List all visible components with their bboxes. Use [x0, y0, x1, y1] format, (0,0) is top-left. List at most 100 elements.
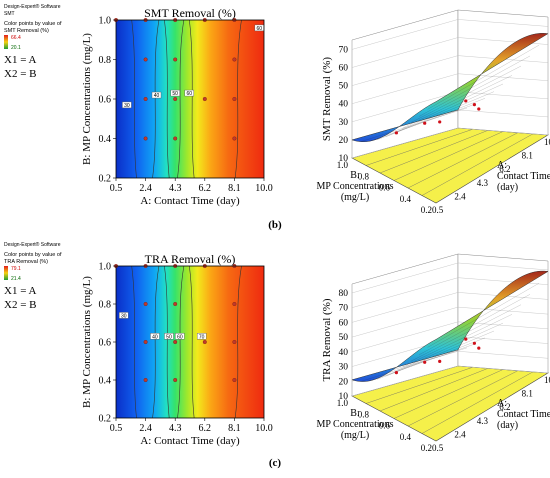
- surface-y-axis-label: (mg/L): [341, 430, 369, 441]
- contour-label-box: [122, 101, 132, 109]
- z-grid-line: [351, 306, 459, 338]
- x-tick-label: 6.2: [199, 183, 212, 194]
- y-tick-label: 1.0: [99, 262, 112, 273]
- contour-label-box: [150, 333, 160, 340]
- z-grid-line: [351, 127, 459, 159]
- contour-line: [234, 265, 242, 419]
- contour-label: 60: [257, 26, 263, 32]
- contour-plot: 30 40 50 60 60 SMT Removal (%) 0.5 2.4 4.3 6.2 8.1…: [81, 6, 273, 207]
- contour-line: [234, 19, 242, 179]
- contour-label: 60: [186, 91, 192, 97]
- legend-title: SMT Removal (%): [4, 28, 49, 34]
- software-note: SMT: [4, 11, 15, 17]
- surface-plot: 10 20 30 40 50 60 70 SMT Removal (%) 0.5 2.4 4.3 6.…: [316, 9, 550, 215]
- surface-mesh-line: [360, 107, 468, 142]
- factor-b-label: X2 = B: [4, 299, 36, 311]
- surface-mesh-line: [427, 283, 540, 348]
- legend-low: 21.4: [11, 276, 21, 282]
- observed-point: [477, 107, 481, 111]
- design-point: [173, 340, 178, 345]
- z-axis-label: TRA Removal (%): [321, 298, 333, 381]
- design-point: [202, 340, 207, 345]
- z-grid-line: [457, 277, 549, 285]
- contour-label-box: [196, 333, 207, 340]
- floor-contour-line: [407, 370, 519, 427]
- contour-line: [131, 265, 137, 419]
- x-tick-label: 6.2: [199, 423, 212, 434]
- observed-point: [394, 370, 398, 375]
- legend-title: Color points by value of: [4, 252, 62, 258]
- design-point: [143, 136, 148, 141]
- surface-mesh-line: [385, 91, 495, 138]
- y-tick-label: 0.6: [99, 95, 112, 106]
- surface-x-tick-label: 4.3: [477, 178, 489, 188]
- z-grid-line: [351, 277, 459, 308]
- surface-y-tick-label: 0.4: [400, 432, 412, 442]
- design-point: [173, 96, 178, 101]
- z-grid-line: [457, 19, 549, 27]
- floor-contour-line: [407, 132, 519, 189]
- surface-mesh-line: [402, 314, 513, 368]
- surface-y-tick-label: 0.2: [421, 205, 432, 215]
- z-grid-line: [457, 37, 549, 45]
- response-surface: [351, 271, 549, 382]
- y-tick-label: 0.8: [99, 300, 112, 311]
- z-grid-line: [351, 91, 459, 123]
- y-tick-label: 0.8: [99, 55, 112, 66]
- observed-point: [423, 360, 427, 364]
- z-grid-line: [351, 262, 459, 294]
- legend-colorbar: [4, 35, 8, 49]
- surface-plot: 10 20 30 40 50 60 70 80 TRA Removal (%) 0.5 2.4 4.3…: [316, 253, 550, 453]
- design-point: [202, 96, 207, 101]
- z-tick-label: 70: [339, 45, 349, 55]
- surface-mesh-line: [360, 347, 468, 382]
- z-grid-line: [457, 262, 549, 271]
- design-point: [232, 302, 237, 307]
- legend-high: 66.4: [11, 35, 21, 41]
- z-tick-label: 80: [339, 289, 349, 299]
- response-surface: [351, 33, 549, 142]
- observed-point: [472, 103, 476, 107]
- contour-label: 50: [166, 334, 172, 340]
- z-grid-line: [351, 365, 459, 397]
- x-tick-label: 10.0: [255, 423, 273, 434]
- design-point: [232, 96, 237, 101]
- z-grid-line: [351, 292, 459, 323]
- panel-label: (c): [269, 457, 282, 469]
- contour-line: [152, 19, 160, 179]
- surface-x-axis-label: (day): [497, 182, 518, 193]
- z-grid-line: [351, 37, 459, 68]
- surface-mesh-line: [427, 44, 540, 110]
- x-axis-label: A: Contact Time (day): [140, 195, 240, 207]
- design-point: [143, 302, 148, 307]
- surface-y-tick-label: 0.4: [400, 194, 412, 204]
- y-tick-label: 0.2: [99, 174, 112, 185]
- observed-point: [394, 131, 398, 135]
- legend-colorbar: [4, 266, 8, 280]
- z-grid-line: [457, 73, 549, 81]
- surface-x-tick-label: 0.5: [432, 443, 444, 453]
- z-grid-line: [351, 55, 459, 86]
- y-tick-label: 0.6: [99, 338, 112, 349]
- contour-label: 70: [199, 334, 205, 340]
- z-grid-line: [457, 127, 549, 136]
- contour-line: [189, 19, 195, 179]
- y-axis-label: B: MP Concentrations (mg/L): [81, 276, 93, 408]
- design-point: [143, 378, 148, 383]
- surface-x-tick-label: 4.3: [477, 416, 489, 426]
- z-tick-label: 10: [339, 154, 349, 164]
- surface-mesh-line: [385, 330, 495, 377]
- x-tick-label: 8.1: [228, 423, 241, 434]
- legend-title: TRA Removal (%): [4, 259, 48, 265]
- legend-title: Color points by value of: [4, 21, 62, 27]
- x-tick-label: 2.4: [139, 183, 152, 194]
- x-tick-label: 2.4: [139, 423, 152, 434]
- software-note: Design-Expert® Software: [4, 241, 61, 248]
- observed-point: [472, 341, 476, 345]
- surface-x-tick-label: 6.2: [499, 402, 510, 412]
- z-tick-label: 20: [339, 377, 349, 387]
- z-tick-label: 40: [339, 100, 349, 110]
- x-tick-label: 10.0: [255, 183, 273, 194]
- floor-contour-line: [421, 371, 534, 434]
- design-point: [173, 136, 178, 141]
